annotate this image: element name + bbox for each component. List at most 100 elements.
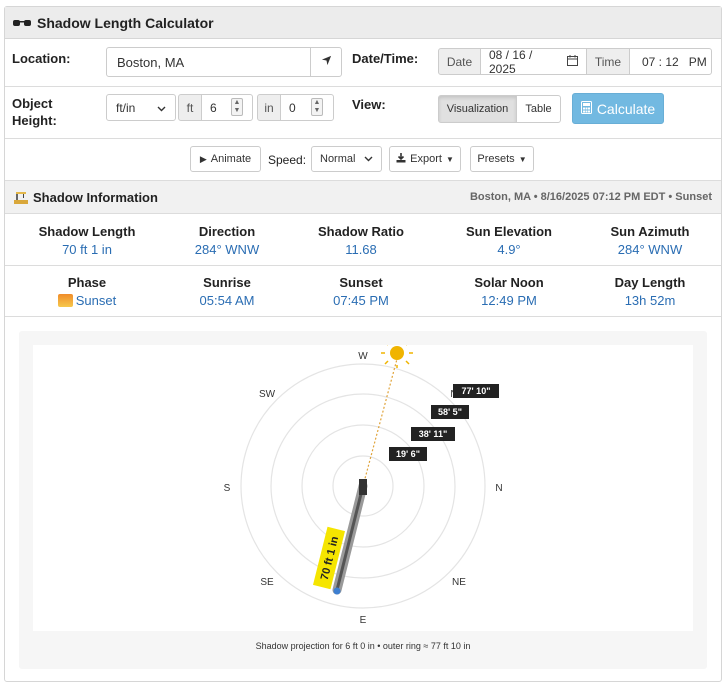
stat-title: Sunset <box>339 275 383 290</box>
ring-label-4-text: 77' 10" <box>462 386 491 396</box>
ft-input[interactable]: 6 <box>201 94 253 121</box>
export-button[interactable]: Export ▼ <box>389 146 461 172</box>
compass-sw: SW <box>259 389 276 400</box>
presets-button[interactable]: Presets ▼ <box>470 146 534 172</box>
stat-value: 05:54 AM <box>199 293 255 308</box>
construction-icon <box>13 189 29 208</box>
divider <box>5 316 721 317</box>
shadow-info-title: Shadow Information <box>33 190 158 205</box>
shadow-info-header: Shadow Information Boston, MA • 8/16/202… <box>5 180 721 214</box>
stat-shadow-length: Shadow Length 70 ft 1 in <box>27 224 147 257</box>
in-input[interactable]: 0 <box>280 94 334 121</box>
speed-label: Speed: <box>268 153 307 167</box>
stat-solar-noon: Solar Noon 12:49 PM <box>449 275 569 308</box>
shadow-diagram: W SW S SE E NE N N <box>33 341 693 631</box>
location-label: Location: <box>12 51 71 66</box>
time-addon: Time <box>586 48 630 75</box>
sunglasses-icon <box>13 15 31 31</box>
visualization-toggle[interactable]: Visualization <box>438 95 517 123</box>
stat-phase: Phase Sunset <box>27 275 147 308</box>
stat-title: Sunrise <box>203 275 251 290</box>
calculate-button[interactable]: Calculate <box>572 93 664 124</box>
object-height-label: Object Height: <box>12 95 57 129</box>
ring-label-2-text: 38' 11" <box>419 429 447 439</box>
caret-down-icon: ▼ <box>445 154 454 164</box>
phase-value: Sunset <box>75 293 117 308</box>
view-label: View: <box>352 97 386 112</box>
stat-sunset: Sunset 07:45 PM <box>301 275 421 308</box>
calendar-icon[interactable] <box>567 54 578 69</box>
ring-label-2: 38' 11" <box>411 427 455 441</box>
stat-title: Sun Azimuth <box>610 224 690 239</box>
presets-label: Presets <box>477 153 515 165</box>
speed-value: Normal <box>320 153 356 165</box>
download-icon <box>396 152 406 166</box>
compass-w: W <box>358 351 368 362</box>
ring-label-3-text: 58' 5" <box>438 407 462 417</box>
play-icon: ▶ <box>199 153 207 164</box>
compass-diagram: W SW S SE E NE N N <box>224 341 503 626</box>
stat-value: 284° WNW <box>617 242 683 257</box>
sun-ray <box>362 358 398 487</box>
export-label: Export <box>410 153 442 165</box>
stat-value: 12:49 PM <box>481 293 537 308</box>
animate-label: Animate <box>210 153 252 165</box>
stat-day-length: Day Length 13h 52m <box>590 275 710 308</box>
in-addon: in <box>257 94 281 121</box>
locate-button[interactable] <box>310 47 342 77</box>
date-input[interactable]: 08 / 16 / 2025 <box>480 47 587 76</box>
stat-sun-azimuth: Sun Azimuth 284° WNW <box>590 224 710 257</box>
animate-button[interactable]: ▶ Animate <box>190 146 261 172</box>
stat-title: Shadow Length <box>38 224 136 239</box>
stat-sun-elevation: Sun Elevation 4.9° <box>449 224 569 257</box>
compass-n: N <box>495 483 502 494</box>
unit-select[interactable]: ft/in <box>106 94 176 121</box>
calculator-icon <box>580 100 592 117</box>
shadow-core <box>335 485 365 591</box>
date-value: 08 / 16 / 2025 <box>489 47 533 76</box>
chevron-down-icon <box>157 101 166 115</box>
shadow-end-dot <box>333 587 341 595</box>
stat-title: Direction <box>198 224 256 239</box>
stat-value: Sunset <box>27 293 147 308</box>
stat-title: Solar Noon <box>474 275 544 290</box>
calculator-panel: Shadow Length Calculator Location: Bosto… <box>4 6 722 682</box>
datetime-label: Date/Time: <box>352 51 419 66</box>
object-height-label-line1: Object <box>12 96 53 111</box>
calculate-label: Calculate <box>596 100 656 117</box>
divider <box>5 265 721 266</box>
compass-ne: NE <box>452 577 466 588</box>
compass-se: SE <box>260 577 274 588</box>
ring-3 <box>270 393 456 579</box>
compass-s: S <box>224 483 231 494</box>
stat-title: Sun Elevation <box>466 224 552 239</box>
stat-value: 13h 52m <box>624 293 676 308</box>
ring-inner <box>332 455 394 517</box>
caret-down-icon: ▼ <box>518 154 527 164</box>
date-addon: Date <box>438 48 481 75</box>
table-toggle[interactable]: Table <box>516 95 561 123</box>
speed-select[interactable]: Normal <box>311 146 382 172</box>
chevron-down-icon <box>364 153 373 165</box>
time-input[interactable]: 07 : 12 PM <box>629 48 712 75</box>
visualization-area: W SW S SE E NE N N <box>19 331 707 669</box>
ring-label-1: 19' 6" <box>389 447 427 461</box>
ft-addon: ft <box>178 94 202 121</box>
location-arrow-icon <box>321 55 332 69</box>
ring-label-1-text: 19' 6" <box>396 449 420 459</box>
ft-stepper[interactable]: ▲ ▼ <box>231 98 243 116</box>
sunset-icon <box>57 294 73 307</box>
stat-value: 70 ft 1 in <box>62 242 112 257</box>
ring-outer <box>240 363 486 609</box>
stat-title: Day Length <box>614 275 686 290</box>
in-stepper[interactable]: ▲ ▼ <box>311 98 323 116</box>
object-height-label-line2: Height: <box>12 113 57 128</box>
stat-shadow-ratio: Shadow Ratio 11.68 <box>301 224 421 257</box>
compass-e: E <box>360 615 367 626</box>
shadow-info-summary: Boston, MA • 8/16/2025 07:12 PM EDT • Su… <box>469 191 712 203</box>
location-input[interactable]: Boston, MA <box>106 47 311 77</box>
stat-value: 07:45 PM <box>333 293 389 308</box>
stat-value: 4.9° <box>497 242 521 257</box>
ring-2 <box>301 424 425 548</box>
stat-title: Shadow Ratio <box>318 224 404 239</box>
